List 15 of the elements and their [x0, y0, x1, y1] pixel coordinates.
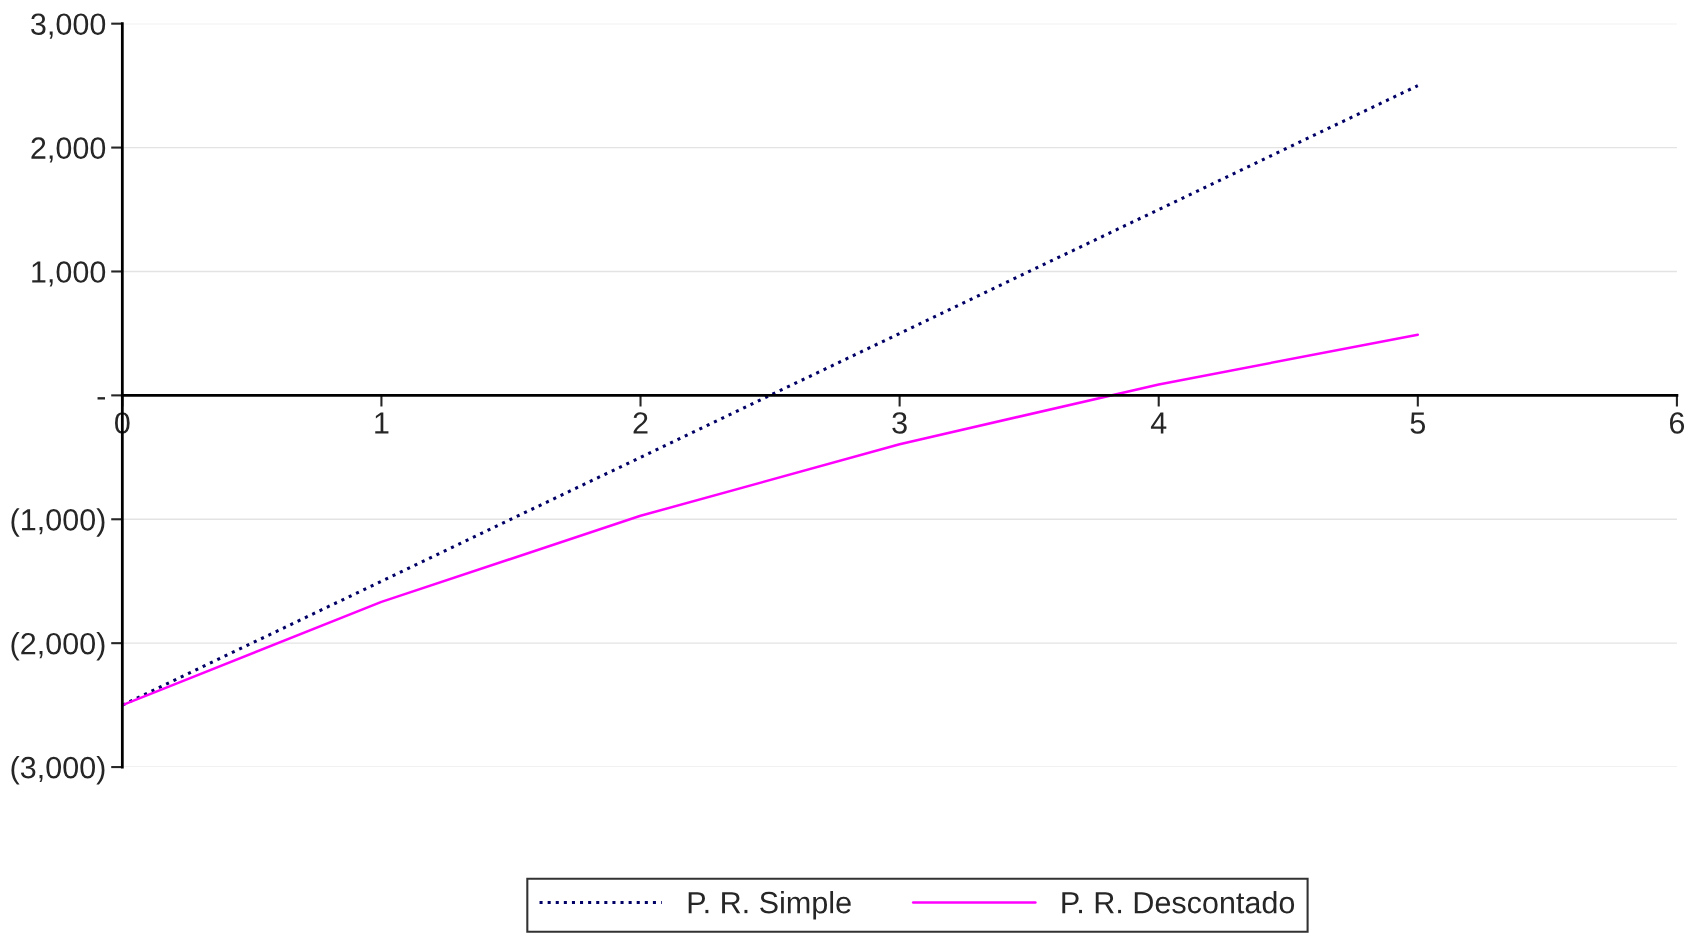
- y-tick-label: 3,000: [31, 13, 106, 39]
- y-tick-label: (1,000): [11, 508, 105, 537]
- y-tick-label: 2,000: [31, 137, 106, 163]
- y-tick-label: (3,000): [11, 756, 105, 785]
- x-tick-label: 4: [1150, 412, 1167, 434]
- x-tick-label: 5: [1410, 412, 1426, 434]
- x-tick-label: 6: [1669, 412, 1685, 434]
- legend-label: P. R. Simple: [688, 891, 851, 920]
- x-tick-label: 2: [633, 412, 648, 434]
- x-tick-label: 1: [375, 412, 389, 434]
- y-tick-label: 1,000: [32, 261, 106, 287]
- y-tick-label: -: [97, 397, 105, 400]
- x-tick-label: 3: [892, 412, 907, 434]
- legend-label: P. R. Descontado: [1062, 891, 1295, 914]
- y-tick-label: (2,000): [11, 632, 105, 661]
